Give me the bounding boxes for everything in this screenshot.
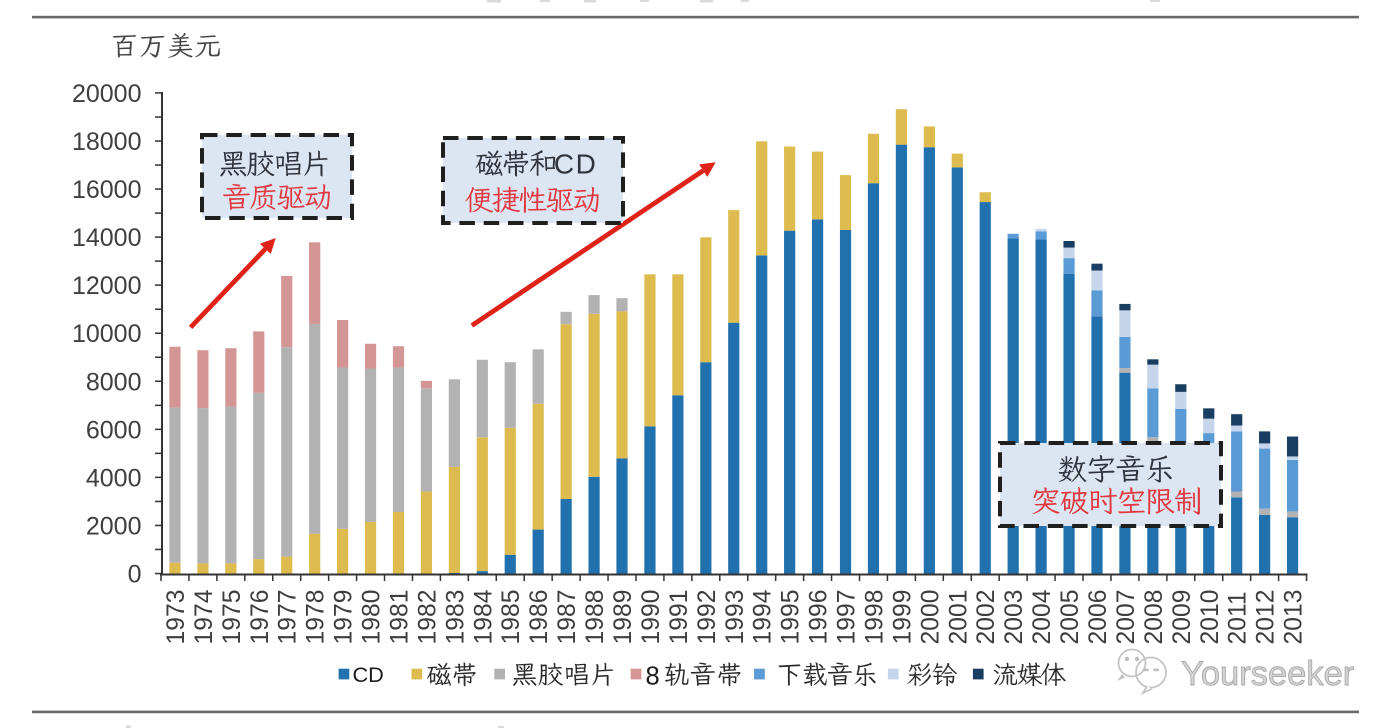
svg-text:1988: 1988 bbox=[582, 590, 609, 645]
svg-text:1985: 1985 bbox=[498, 590, 525, 645]
svg-text:1982: 1982 bbox=[414, 590, 441, 645]
svg-text:1997: 1997 bbox=[834, 590, 861, 645]
svg-text:12000: 12000 bbox=[72, 272, 142, 300]
svg-text:2000: 2000 bbox=[86, 513, 142, 541]
svg-text:1991: 1991 bbox=[666, 590, 693, 645]
svg-text:1995: 1995 bbox=[778, 590, 805, 645]
svg-text:2000: 2000 bbox=[917, 590, 944, 645]
svg-text:14000: 14000 bbox=[72, 224, 142, 252]
svg-text:1983: 1983 bbox=[442, 590, 469, 645]
svg-text:10000: 10000 bbox=[72, 320, 142, 348]
svg-text:18000: 18000 bbox=[72, 128, 142, 156]
svg-text:1987: 1987 bbox=[554, 590, 581, 645]
svg-text:1974: 1974 bbox=[191, 590, 218, 645]
svg-text:1996: 1996 bbox=[806, 590, 833, 645]
svg-text:2004: 2004 bbox=[1029, 590, 1056, 645]
svg-text:2011: 2011 bbox=[1225, 591, 1252, 644]
svg-text:1973: 1973 bbox=[163, 590, 190, 645]
svg-text:2005: 2005 bbox=[1057, 590, 1084, 645]
svg-text:2012: 2012 bbox=[1253, 590, 1280, 645]
svg-text:2006: 2006 bbox=[1085, 590, 1112, 645]
svg-text:6000: 6000 bbox=[86, 416, 142, 444]
svg-text:2008: 2008 bbox=[1141, 590, 1168, 645]
svg-text:1980: 1980 bbox=[359, 590, 386, 645]
svg-text:CD: CD bbox=[353, 662, 384, 687]
svg-text:8000: 8000 bbox=[86, 368, 142, 396]
svg-text:1994: 1994 bbox=[750, 590, 777, 645]
svg-text:2013: 2013 bbox=[1281, 590, 1308, 645]
svg-text:1990: 1990 bbox=[638, 590, 665, 645]
svg-text:CD: CD bbox=[554, 149, 597, 180]
svg-text:1981: 1981 bbox=[387, 590, 414, 645]
svg-text:1998: 1998 bbox=[862, 590, 889, 645]
svg-text:2010: 2010 bbox=[1197, 590, 1224, 645]
svg-text:16000: 16000 bbox=[72, 176, 142, 204]
svg-text:1989: 1989 bbox=[610, 590, 637, 645]
svg-text:1993: 1993 bbox=[722, 590, 749, 645]
svg-text:1979: 1979 bbox=[331, 590, 358, 645]
svg-text:1984: 1984 bbox=[470, 590, 497, 645]
svg-text:1978: 1978 bbox=[303, 590, 330, 645]
svg-text:2007: 2007 bbox=[1113, 590, 1140, 645]
svg-text:2009: 2009 bbox=[1169, 590, 1196, 645]
svg-text:1999: 1999 bbox=[889, 590, 916, 645]
svg-text:1976: 1976 bbox=[247, 590, 274, 645]
svg-text:8: 8 bbox=[646, 663, 660, 691]
svg-text:4000: 4000 bbox=[86, 464, 142, 492]
svg-text:1986: 1986 bbox=[526, 590, 553, 645]
svg-text:1992: 1992 bbox=[694, 590, 721, 645]
svg-text:Yourseeker: Yourseeker bbox=[1181, 655, 1354, 693]
svg-text:0: 0 bbox=[128, 561, 142, 589]
svg-text:2001: 2001 bbox=[945, 590, 972, 645]
svg-text:2003: 2003 bbox=[1001, 590, 1028, 645]
svg-text:2002: 2002 bbox=[973, 590, 1000, 645]
svg-text:20000: 20000 bbox=[72, 80, 142, 108]
svg-text:1975: 1975 bbox=[219, 590, 246, 645]
svg-text:1977: 1977 bbox=[275, 590, 302, 645]
